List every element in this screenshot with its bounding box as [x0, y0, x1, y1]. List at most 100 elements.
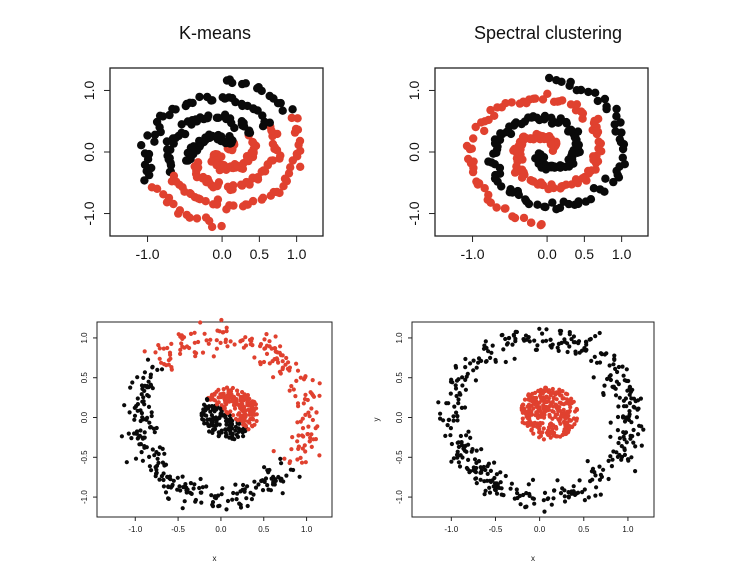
red-point [169, 199, 178, 209]
black-point [610, 384, 615, 389]
black-point [273, 478, 278, 483]
black-point [474, 465, 479, 471]
black-point [241, 482, 246, 488]
black-point [532, 501, 537, 506]
red-point [249, 423, 255, 428]
black-point [615, 414, 621, 420]
black-point [627, 386, 632, 391]
black-point [638, 396, 644, 401]
black-point [473, 476, 478, 481]
red-point [192, 340, 197, 345]
black-point [514, 487, 519, 492]
black-point [627, 401, 633, 406]
black-point [493, 359, 498, 364]
black-point [154, 425, 159, 431]
black-point [182, 499, 187, 504]
red-point [187, 345, 192, 351]
red-point [241, 200, 250, 209]
red-point [546, 140, 556, 149]
red-point [565, 429, 570, 434]
black-point [518, 502, 523, 507]
red-point [518, 155, 527, 164]
black-point [470, 447, 475, 452]
black-point [177, 120, 186, 129]
red-point [179, 341, 184, 346]
black-point [237, 501, 242, 506]
red-point [214, 389, 219, 394]
red-point [247, 396, 252, 402]
x-axis-label: x [213, 554, 217, 563]
red-point [192, 330, 197, 335]
black-point [119, 434, 124, 439]
black-point [616, 404, 621, 409]
red-point [309, 391, 314, 396]
black-point [124, 460, 129, 465]
black-point [144, 417, 149, 422]
black-point [203, 114, 212, 123]
black-point [594, 485, 599, 490]
red-point [317, 453, 322, 458]
black-point [612, 104, 621, 114]
red-point [526, 218, 536, 227]
red-point [214, 346, 219, 351]
red-point [161, 346, 166, 351]
black-point [446, 401, 451, 406]
black-point [461, 446, 466, 451]
red-point [550, 390, 555, 395]
black-point [613, 366, 618, 371]
black-point [244, 496, 249, 501]
black-point [473, 378, 478, 383]
red-point [164, 363, 169, 368]
black-point [576, 490, 581, 495]
red-point [293, 394, 298, 399]
black-point [616, 440, 621, 446]
black-point [556, 114, 565, 123]
red-point [572, 422, 577, 427]
red-point [568, 418, 573, 423]
red-point [302, 443, 307, 448]
black-point [150, 130, 160, 139]
red-point [291, 387, 296, 392]
black-point [169, 139, 178, 148]
black-point [137, 141, 146, 150]
black-point [592, 470, 597, 475]
red-point [224, 409, 229, 414]
red-point [555, 434, 560, 439]
black-point [552, 76, 561, 85]
black-point [549, 502, 554, 507]
black-point [141, 399, 146, 404]
black-point [135, 375, 140, 380]
black-point [449, 459, 454, 464]
red-point [192, 350, 197, 355]
black-point [193, 499, 198, 504]
red-point [283, 362, 288, 367]
black-point [181, 101, 190, 111]
black-point [608, 377, 614, 383]
black-point [260, 488, 266, 493]
red-point [526, 402, 532, 407]
black-point [569, 337, 574, 342]
black-point [457, 464, 463, 469]
black-point [612, 357, 617, 362]
black-point [252, 479, 257, 484]
black-point [161, 484, 166, 489]
black-point [147, 454, 152, 459]
red-point [296, 446, 301, 451]
black-point [548, 337, 553, 342]
black-point [463, 365, 468, 370]
y-tick-label: 1.0 [395, 332, 404, 344]
red-point [550, 399, 555, 405]
red-point [468, 167, 478, 177]
black-point [210, 504, 216, 509]
kmeans-rings-plot: -1.0 -0.5 0.0 0.5 1.0 -1.0 -0.5 0.0 0.5 1.0 x [80, 317, 333, 563]
x-tick-label: 1.0 [612, 246, 632, 262]
red-point [178, 351, 183, 356]
black-point [227, 423, 232, 428]
x-tick-label: 1.0 [301, 525, 313, 534]
black-point [456, 460, 461, 465]
black-point [586, 495, 591, 500]
black-point [493, 484, 498, 489]
red-point [525, 416, 531, 421]
red-point [532, 420, 538, 425]
